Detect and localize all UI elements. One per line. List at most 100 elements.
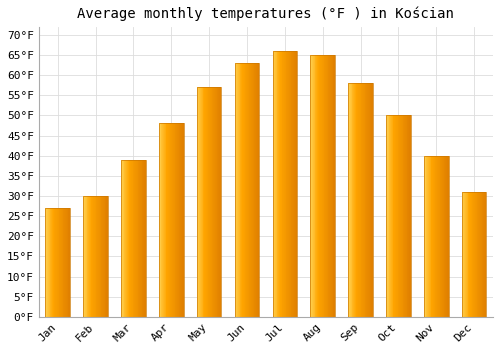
- Bar: [93, 196, 94, 317]
- Bar: [254, 63, 255, 317]
- Bar: [466, 192, 468, 317]
- Bar: [292, 51, 293, 317]
- Bar: [428, 156, 429, 317]
- Bar: [94, 196, 95, 317]
- Bar: [89, 196, 90, 317]
- Bar: [471, 192, 472, 317]
- Bar: [311, 55, 312, 317]
- Bar: [368, 83, 369, 317]
- Bar: [275, 51, 276, 317]
- Bar: [326, 55, 327, 317]
- Bar: [280, 51, 281, 317]
- Bar: [397, 116, 398, 317]
- Bar: [438, 156, 440, 317]
- Bar: [163, 124, 164, 317]
- Bar: [310, 55, 311, 317]
- Bar: [48, 208, 50, 317]
- Bar: [107, 196, 108, 317]
- Bar: [282, 51, 283, 317]
- Bar: [272, 51, 274, 317]
- Bar: [218, 87, 219, 317]
- Bar: [398, 116, 399, 317]
- Bar: [464, 192, 465, 317]
- Bar: [251, 63, 252, 317]
- Bar: [387, 116, 388, 317]
- Bar: [399, 116, 400, 317]
- Bar: [369, 83, 370, 317]
- Bar: [468, 192, 469, 317]
- Bar: [318, 55, 320, 317]
- Bar: [50, 208, 51, 317]
- Bar: [160, 124, 162, 317]
- Bar: [484, 192, 485, 317]
- Bar: [170, 124, 172, 317]
- Bar: [424, 156, 425, 317]
- Bar: [95, 196, 96, 317]
- Bar: [475, 192, 476, 317]
- Bar: [220, 87, 222, 317]
- Bar: [362, 83, 363, 317]
- Bar: [132, 160, 134, 317]
- Bar: [98, 196, 99, 317]
- Bar: [482, 192, 483, 317]
- Bar: [197, 87, 198, 317]
- Bar: [53, 208, 54, 317]
- Bar: [366, 83, 367, 317]
- Bar: [400, 116, 401, 317]
- Title: Average monthly temperatures (°F ) in Kościan: Average monthly temperatures (°F ) in Ko…: [78, 7, 454, 21]
- Bar: [478, 192, 479, 317]
- Bar: [386, 116, 387, 317]
- Bar: [99, 196, 100, 317]
- Bar: [57, 208, 58, 317]
- Bar: [331, 55, 332, 317]
- Bar: [134, 160, 135, 317]
- Bar: [180, 124, 181, 317]
- Bar: [141, 160, 142, 317]
- Bar: [247, 63, 248, 317]
- Bar: [405, 116, 406, 317]
- Bar: [310, 55, 335, 317]
- Bar: [239, 63, 240, 317]
- Bar: [386, 116, 410, 317]
- Bar: [174, 124, 176, 317]
- Bar: [472, 192, 474, 317]
- Bar: [96, 196, 97, 317]
- Bar: [483, 192, 484, 317]
- Bar: [437, 156, 438, 317]
- Bar: [61, 208, 62, 317]
- Bar: [244, 63, 246, 317]
- Bar: [355, 83, 356, 317]
- Bar: [169, 124, 170, 317]
- Bar: [349, 83, 350, 317]
- Bar: [401, 116, 402, 317]
- Bar: [122, 160, 123, 317]
- Bar: [364, 83, 366, 317]
- Bar: [395, 116, 396, 317]
- Bar: [64, 208, 65, 317]
- Bar: [392, 116, 394, 317]
- Bar: [327, 55, 328, 317]
- Bar: [90, 196, 92, 317]
- Bar: [172, 124, 173, 317]
- Bar: [285, 51, 286, 317]
- Bar: [446, 156, 447, 317]
- Bar: [425, 156, 426, 317]
- Bar: [164, 124, 166, 317]
- Bar: [321, 55, 322, 317]
- Bar: [279, 51, 280, 317]
- Bar: [201, 87, 202, 317]
- Bar: [84, 196, 108, 317]
- Bar: [125, 160, 126, 317]
- Bar: [178, 124, 180, 317]
- Bar: [60, 208, 61, 317]
- Bar: [97, 196, 98, 317]
- Bar: [68, 208, 69, 317]
- Bar: [432, 156, 433, 317]
- Bar: [367, 83, 368, 317]
- Bar: [324, 55, 325, 317]
- Bar: [390, 116, 391, 317]
- Bar: [474, 192, 475, 317]
- Bar: [283, 51, 284, 317]
- Bar: [136, 160, 138, 317]
- Bar: [206, 87, 208, 317]
